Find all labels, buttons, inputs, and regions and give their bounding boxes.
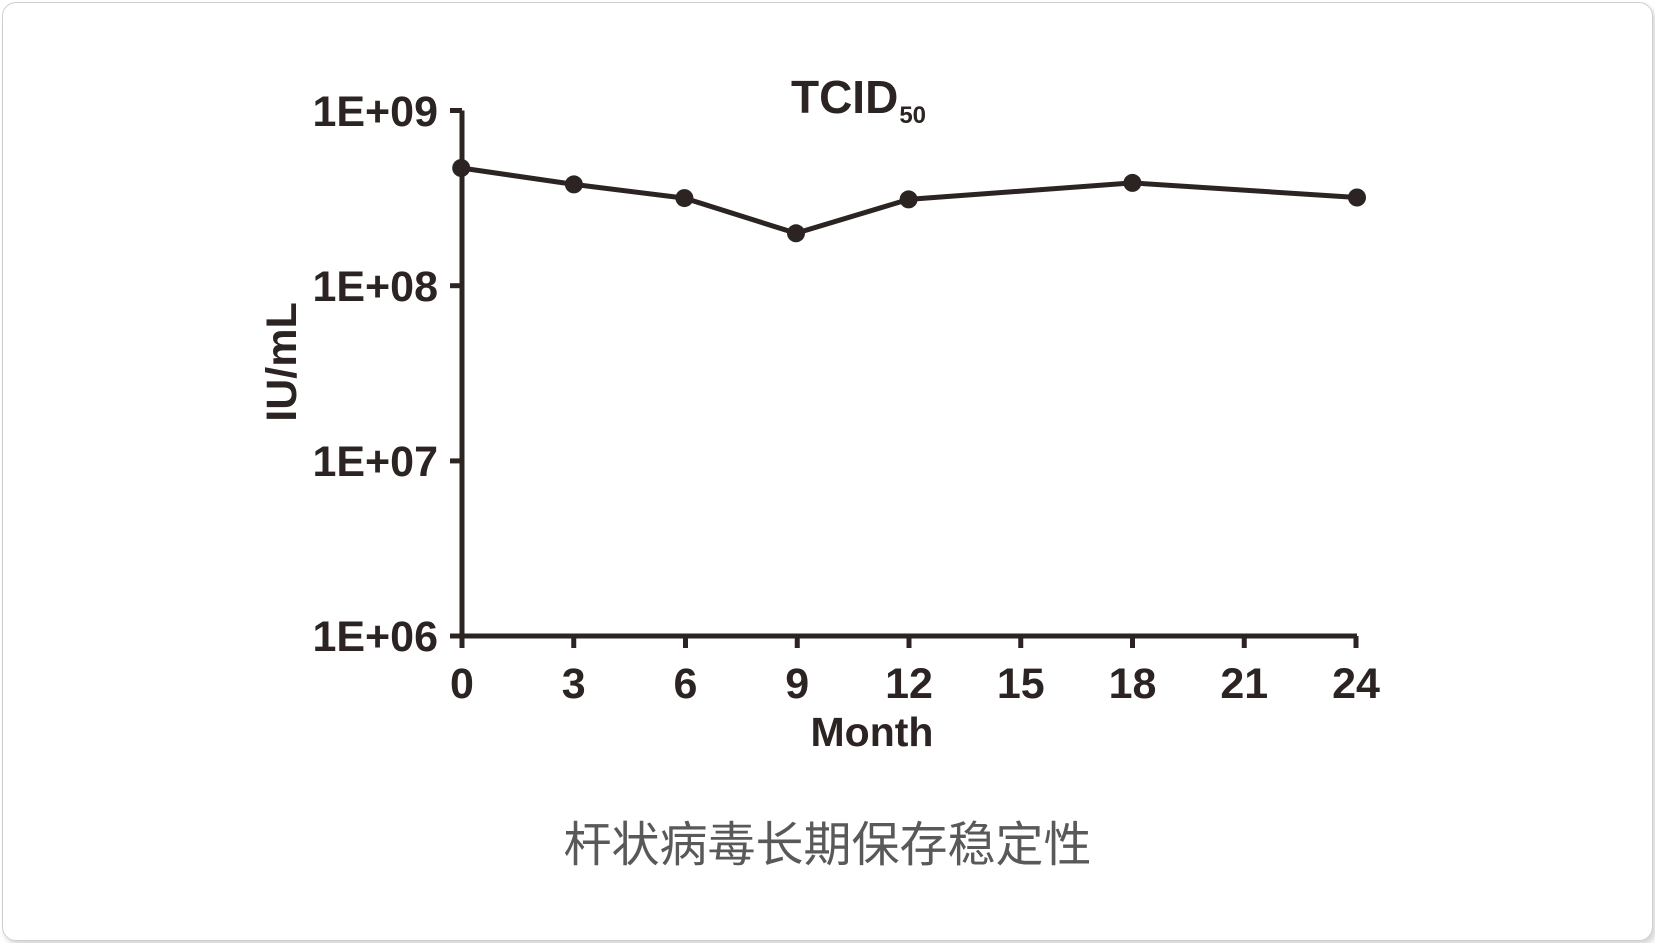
svg-text:12: 12 xyxy=(885,660,933,708)
svg-text:1E+09: 1E+09 xyxy=(312,88,438,136)
svg-text:1E+06: 1E+06 xyxy=(312,613,438,661)
svg-text:IU/mL: IU/mL xyxy=(258,302,306,421)
svg-text:3: 3 xyxy=(562,660,586,708)
svg-text:0: 0 xyxy=(450,660,474,708)
svg-text:6: 6 xyxy=(674,660,698,708)
svg-text:Month: Month xyxy=(811,709,934,755)
svg-text:15: 15 xyxy=(997,660,1045,708)
svg-text:1E+08: 1E+08 xyxy=(312,263,438,311)
svg-text:9: 9 xyxy=(785,660,809,708)
svg-text:21: 21 xyxy=(1220,660,1268,708)
svg-text:1E+07: 1E+07 xyxy=(312,438,438,486)
svg-text:18: 18 xyxy=(1109,660,1157,708)
svg-text:24: 24 xyxy=(1332,660,1380,708)
